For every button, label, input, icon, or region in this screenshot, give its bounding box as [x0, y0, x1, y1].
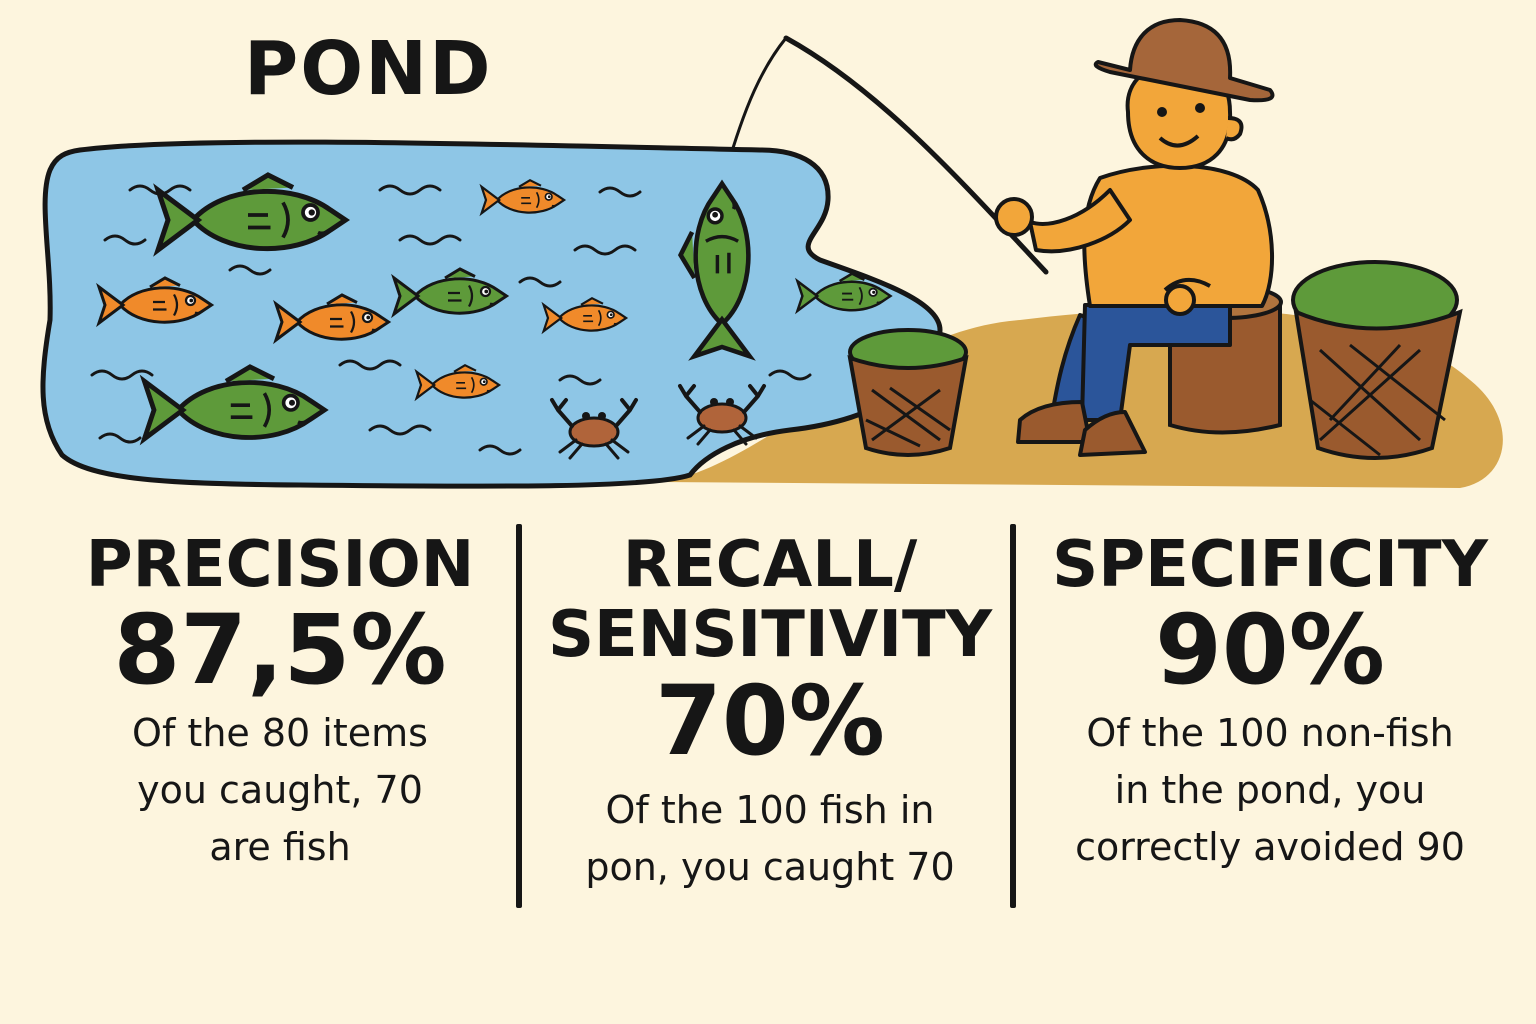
specificity-panel: SPECIFICITY 90% Of the 100 non-fish in t… — [1020, 530, 1520, 876]
specificity-description: Of the 100 non-fish in the pond, you cor… — [1020, 705, 1520, 876]
pond-title: POND — [244, 26, 493, 112]
description-line: Of the 100 fish in — [605, 787, 935, 832]
recall-value: 70% — [655, 664, 885, 777]
label-line: RECALL/ — [622, 528, 918, 602]
description-line: pon, you caught 70 — [585, 844, 955, 889]
description-line: Of the 100 non-fish — [1086, 711, 1454, 756]
description-line: in the pond, you — [1114, 768, 1426, 813]
basket-icon — [847, 328, 969, 457]
precision-value: 87,5% — [113, 594, 447, 707]
water-waves — [90, 184, 812, 456]
precision-description: Of the 80 items you caught, 70 are fish — [40, 705, 520, 876]
pond-scene-illustration — [40, 18, 1503, 489]
label-line: SENSITIVITY — [547, 598, 993, 673]
recall-label: RECALL/ SENSITIVITY — [520, 530, 1020, 671]
description-line: correctly avoided 90 — [1075, 825, 1465, 870]
fisherman-icon — [994, 18, 1275, 457]
precision-panel: PRECISION 87,5% Of the 80 items you caug… — [40, 530, 520, 876]
description-line: you caught, 70 — [137, 768, 423, 813]
basket-icon — [1291, 260, 1463, 460]
recall-description: Of the 100 fish in pon, you caught 70 — [520, 782, 1020, 896]
description-line: Of the 80 items — [132, 711, 428, 756]
specificity-label: SPECIFICITY — [1052, 528, 1488, 602]
column-divider — [1010, 524, 1016, 908]
specificity-value: 90% — [1155, 594, 1385, 707]
description-line: are fish — [209, 825, 351, 870]
precision-label: PRECISION — [85, 528, 475, 602]
column-divider — [516, 524, 522, 908]
recall-panel: RECALL/ SENSITIVITY 70% Of the 100 fish … — [520, 530, 1020, 896]
